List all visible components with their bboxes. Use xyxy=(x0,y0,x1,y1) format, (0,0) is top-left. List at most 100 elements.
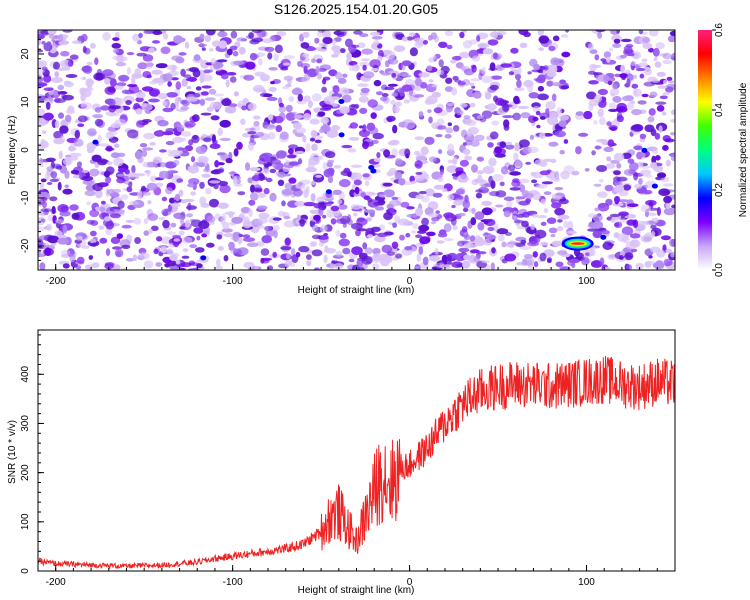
heatmap-cell xyxy=(596,165,608,172)
heatmap-cell xyxy=(169,197,175,204)
heatmap-cell xyxy=(508,240,515,249)
heatmap-cell xyxy=(92,183,104,192)
heatmap-cell xyxy=(323,254,328,264)
heatmap-cell xyxy=(209,47,214,52)
heatmap-cell xyxy=(228,151,233,160)
heatmap-cell xyxy=(200,112,212,116)
heatmap-cell xyxy=(45,101,51,110)
heatmap-cell xyxy=(54,71,60,78)
heatmap-cell xyxy=(90,230,97,237)
heatmap-cell xyxy=(504,253,517,262)
heatmap-cell xyxy=(430,32,438,40)
heatmap-cell xyxy=(277,210,286,217)
heatmap-cell xyxy=(215,265,224,270)
heatmap-cell xyxy=(112,37,120,41)
heatmap-cell xyxy=(643,81,655,87)
heatmap-cell xyxy=(556,225,564,232)
heatmap-cell xyxy=(372,132,384,140)
heatmap-cell xyxy=(456,188,465,195)
heatmap-cell xyxy=(137,190,143,200)
heatmap-cell xyxy=(244,61,256,70)
heatmap-cell xyxy=(120,267,127,270)
heatmap-cell xyxy=(264,225,272,232)
heatmap-cell xyxy=(529,134,535,140)
heatmap-cell xyxy=(146,182,158,191)
heatmap-cell xyxy=(38,249,41,256)
heatmap-cell xyxy=(371,226,381,232)
heatmap-cell xyxy=(193,162,199,167)
heatmap-cell xyxy=(245,162,250,171)
heatmap-cell xyxy=(639,133,647,140)
heatmap-cell xyxy=(662,52,672,60)
heatmap-cell xyxy=(131,77,136,85)
heatmap-cell xyxy=(180,262,192,268)
heatmap-cell xyxy=(46,41,52,47)
heatmap-cell xyxy=(326,129,339,138)
heatmap-cell xyxy=(378,194,388,198)
heatmap-cell xyxy=(157,129,164,136)
heatmap-cell xyxy=(501,241,507,248)
heatmap-cell xyxy=(377,232,388,237)
heatmap-cell xyxy=(117,200,125,209)
heatmap-cell xyxy=(430,221,437,225)
heatmap-cell xyxy=(126,52,135,56)
heatmap-cell xyxy=(608,125,618,131)
heatmap-cell xyxy=(338,132,345,138)
heatmap-cell xyxy=(552,35,560,42)
heatmap-cell xyxy=(481,260,491,264)
heatmap-cell xyxy=(471,85,476,89)
heatmap-cell xyxy=(107,98,116,107)
heatmap-cell xyxy=(620,64,625,74)
heatmap-cell xyxy=(233,60,245,66)
heatmap-cell xyxy=(323,95,335,105)
snr-y-label: SNR (10 * v/v) xyxy=(7,420,18,484)
heatmap-cell xyxy=(74,129,81,139)
heatmap-cell xyxy=(170,203,181,208)
heatmap-cell xyxy=(201,47,206,51)
heatmap-cell xyxy=(135,108,143,115)
heatmap-cell xyxy=(511,213,518,221)
heatmap-cell xyxy=(551,240,561,247)
heatmap-cell xyxy=(284,237,291,246)
heatmap-cell xyxy=(665,202,671,210)
heatmap-cell xyxy=(264,157,272,163)
heatmap-cell xyxy=(548,45,556,52)
heatmap-cell xyxy=(451,55,462,61)
heatmap-cell xyxy=(474,211,485,220)
heatmap-cell xyxy=(346,52,352,61)
heatmap-cell xyxy=(519,42,528,49)
heatmap-x-ticks: -200 -100 0 100 xyxy=(37,264,676,287)
heatmap-cell xyxy=(89,131,96,136)
heatmap-cell xyxy=(357,228,367,232)
heatmap-cell xyxy=(463,242,476,249)
heatmap-cell xyxy=(488,157,497,167)
heatmap-cell xyxy=(233,176,238,185)
heatmap-cell xyxy=(369,59,381,69)
heatmap-cell xyxy=(366,234,374,239)
heatmap-cell xyxy=(282,167,291,172)
heatmap-cell xyxy=(110,112,120,117)
heatmap-cell xyxy=(414,160,423,169)
heatmap-cell xyxy=(395,158,403,166)
heatmap-cell xyxy=(406,206,415,210)
heatmap-cell xyxy=(363,195,371,200)
heatmap-cell xyxy=(280,246,292,251)
heatmap-cell xyxy=(503,196,515,202)
heatmap-cell xyxy=(444,134,452,139)
heatmap-cell xyxy=(497,233,505,242)
heatmap-cell xyxy=(418,224,430,232)
heatmap-cell xyxy=(49,178,59,183)
heatmap-cell xyxy=(481,75,493,84)
heatmap-cell xyxy=(147,200,152,205)
heatmap-cell xyxy=(38,82,48,87)
heatmap-cell xyxy=(339,106,350,114)
heatmap-cell xyxy=(406,213,418,218)
heatmap-cell xyxy=(110,236,121,244)
heatmap-cell xyxy=(156,236,163,242)
heatmap-cell xyxy=(242,234,251,238)
heatmap-cell xyxy=(548,227,558,234)
heatmap-cell xyxy=(311,249,323,257)
heatmap-cell xyxy=(103,170,110,178)
heatmap-cell xyxy=(567,220,574,230)
heatmap-cell xyxy=(315,65,320,74)
